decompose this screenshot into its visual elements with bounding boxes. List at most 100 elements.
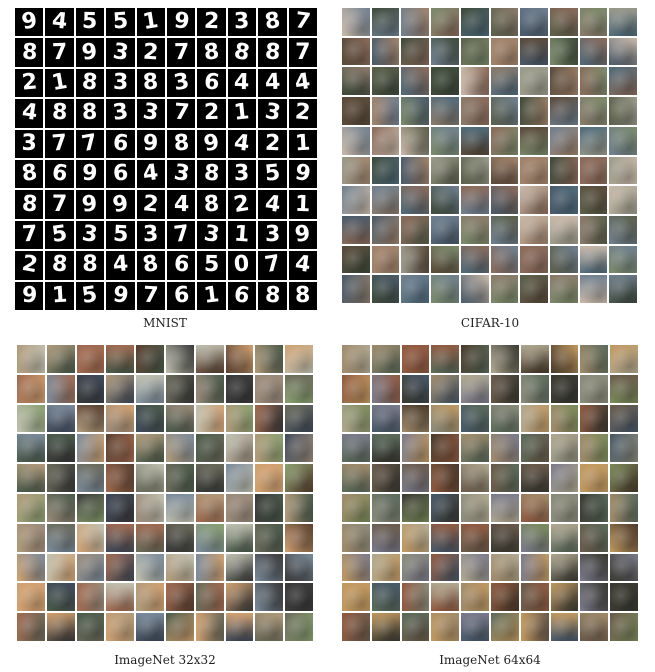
cifar10-sample-image bbox=[342, 67, 370, 96]
imagenet64-sample-image bbox=[461, 523, 489, 552]
mnist-digit: 1 bbox=[233, 221, 251, 248]
mnist-digit-cell: 9 bbox=[288, 159, 317, 189]
cifar10-sample-image bbox=[401, 156, 430, 185]
mnist-digit-cell: 3 bbox=[258, 99, 287, 128]
imagenet64-sample-image bbox=[580, 613, 609, 641]
cifar10-sample-image bbox=[549, 186, 578, 214]
mnist-digit: 7 bbox=[80, 129, 100, 157]
cifar10-sample-image bbox=[460, 97, 489, 125]
cifar10-sample-image bbox=[490, 8, 519, 36]
mnist-digit-cell: 3 bbox=[106, 38, 135, 67]
mnist-digit: 2 bbox=[142, 39, 160, 66]
imagenet64-sample-image bbox=[580, 553, 609, 582]
mnist-digit: 8 bbox=[82, 252, 98, 278]
cifar10-sample-image bbox=[609, 37, 637, 66]
mnist-digit: 9 bbox=[142, 130, 159, 156]
imagenet64-sample-image bbox=[461, 464, 489, 492]
mnist-digit-cell: 8 bbox=[197, 159, 226, 189]
imagenet64-sample-image bbox=[490, 464, 519, 492]
cifar10-sample-image bbox=[431, 67, 459, 96]
imagenet32-sample-image bbox=[17, 374, 45, 403]
mnist-digit: 8 bbox=[142, 69, 160, 96]
imagenet32-sample-image bbox=[76, 493, 105, 522]
imagenet64-sample-image bbox=[431, 583, 460, 612]
cifar10-sample-image bbox=[342, 97, 370, 125]
mnist-digit: 6 bbox=[202, 69, 221, 96]
mnist-digit-cell: 7 bbox=[45, 129, 74, 158]
imagenet64-sample-image bbox=[610, 434, 638, 463]
imagenet64-sample-image bbox=[401, 374, 430, 403]
imagenet32-sample-image bbox=[195, 345, 224, 373]
mnist-digit: 7 bbox=[293, 8, 313, 36]
mnist-digit-cell: 9 bbox=[15, 8, 44, 37]
mnist-digit: 7 bbox=[295, 39, 311, 65]
mnist-digit: 5 bbox=[80, 281, 100, 309]
cifar10-sample-image bbox=[549, 215, 578, 244]
cifar10-sample-image bbox=[490, 37, 519, 66]
mnist-digit: 3 bbox=[233, 8, 251, 35]
imagenet64-sample-image bbox=[431, 553, 460, 582]
cifar10-sample-image bbox=[342, 186, 370, 214]
cifar10-sample-image bbox=[549, 275, 578, 303]
cifar10-sample-image bbox=[371, 126, 400, 155]
mnist-digit-cell: 2 bbox=[258, 129, 287, 158]
imagenet32-sample-image bbox=[165, 523, 194, 552]
imagenet32-sample-image bbox=[285, 493, 313, 522]
imagenet32-sample-image bbox=[46, 553, 75, 582]
cifar10-sample-image bbox=[490, 126, 519, 155]
imagenet64-sample-image bbox=[580, 345, 609, 373]
mnist-digit: 9 bbox=[80, 38, 100, 66]
mnist-digit-cell: 2 bbox=[136, 38, 165, 67]
imagenet64-sample-image bbox=[610, 374, 638, 403]
mnist-digit: 5 bbox=[50, 221, 69, 248]
mnist-digit: 9 bbox=[19, 8, 39, 36]
imagenet32-sample-image bbox=[106, 523, 135, 552]
imagenet64-sample-image bbox=[401, 464, 430, 492]
mnist-digit-cell: 3 bbox=[197, 220, 226, 250]
cifar10-sample-image bbox=[609, 245, 637, 274]
mnist-digit: 2 bbox=[20, 69, 38, 96]
mnist-digit: 9 bbox=[81, 160, 99, 187]
mnist-digit: 2 bbox=[19, 251, 39, 279]
imagenet64-sample-image bbox=[401, 553, 430, 582]
imagenet32-sample-image bbox=[76, 613, 105, 641]
imagenet32-sample-image bbox=[106, 464, 135, 492]
imagenet64-sample-image bbox=[401, 404, 430, 433]
imagenet32-sample-image bbox=[136, 613, 164, 641]
mnist-digit: 1 bbox=[294, 130, 312, 157]
mnist-digit: 8 bbox=[294, 282, 311, 308]
imagenet64-sample-image bbox=[490, 583, 519, 612]
cifar10-sample-image bbox=[460, 186, 489, 214]
imagenet32-sample-image bbox=[136, 523, 164, 552]
mnist-digit: 3 bbox=[171, 160, 191, 188]
cifar10-sample-image bbox=[549, 37, 578, 66]
mnist-digit-cell: 5 bbox=[197, 251, 226, 280]
mnist-digit-cell: 9 bbox=[75, 159, 105, 189]
imagenet64-sample-grid bbox=[342, 345, 638, 641]
mnist-digit: 2 bbox=[141, 190, 160, 218]
cifar10-sample-image bbox=[609, 156, 637, 185]
imagenet64-sample-image bbox=[490, 434, 519, 463]
imagenet64-caption: ImageNet 64x64 bbox=[439, 653, 541, 667]
cifar10-sample-image bbox=[609, 8, 637, 36]
imagenet32-sample-image bbox=[195, 493, 224, 522]
cifar10-sample-image bbox=[579, 215, 608, 244]
imagenet32-sample-image bbox=[225, 464, 254, 492]
mnist-digit-cell: 2 bbox=[15, 251, 44, 280]
cifar10-sample-image bbox=[579, 37, 608, 66]
mnist-digit: 6 bbox=[50, 160, 69, 188]
mnist-digit: 3 bbox=[264, 221, 281, 248]
imagenet32-sample-image bbox=[76, 345, 105, 373]
imagenet32-sample-image bbox=[195, 434, 224, 463]
mnist-digit-cell: 8 bbox=[75, 68, 105, 98]
mnist-digit-cell: 8 bbox=[288, 281, 317, 310]
imagenet32-sample-image bbox=[106, 404, 135, 433]
imagenet32-sample-image bbox=[225, 493, 254, 522]
cifar10-sample-image bbox=[342, 37, 370, 66]
imagenet64-sample-image bbox=[550, 583, 579, 612]
mnist-digit: 2 bbox=[264, 130, 281, 157]
cifar10-sample-image bbox=[549, 126, 578, 155]
imagenet64-sample-image bbox=[580, 493, 609, 522]
mnist-digit-cell: 7 bbox=[166, 99, 196, 128]
mnist-digit-cell: 6 bbox=[166, 281, 196, 310]
